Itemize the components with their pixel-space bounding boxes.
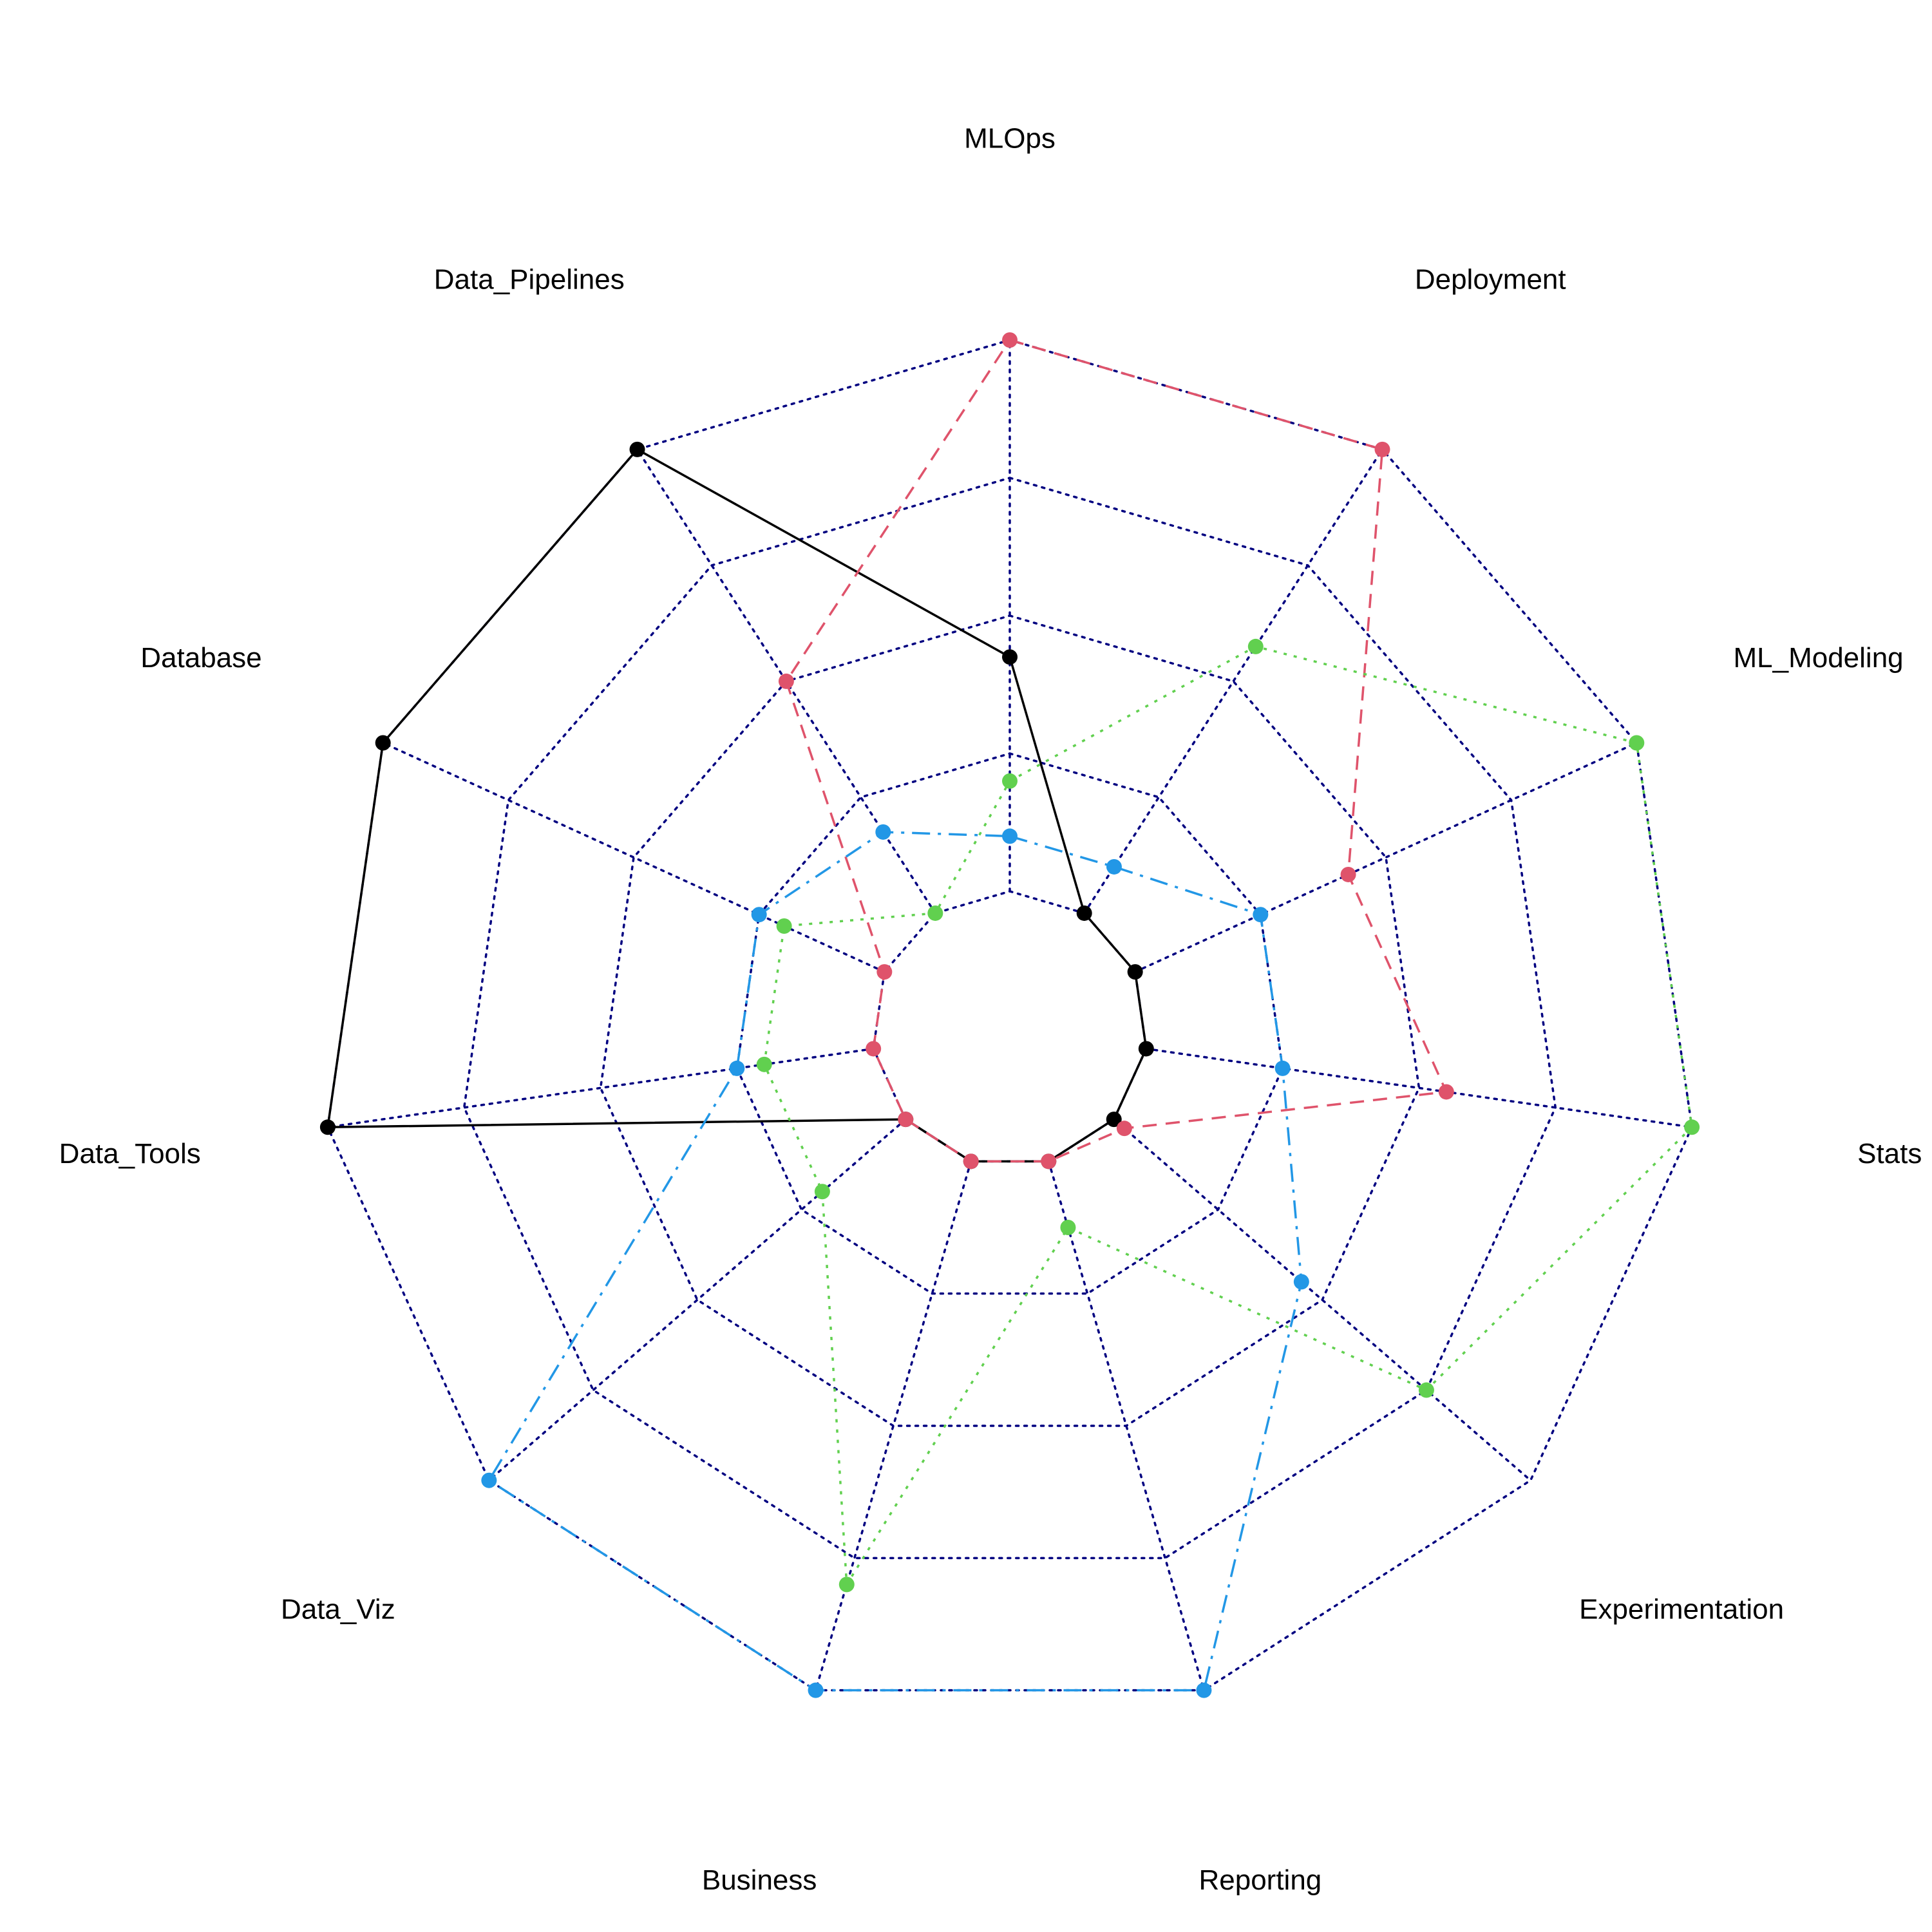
- axis-label-layer: MLOps Deployment ML_Modeling Stats Experimen…: [59, 122, 1922, 1896]
- grid-spoke-5: [1047, 1160, 1206, 1692]
- series-3-point-business: [808, 1682, 824, 1698]
- series-2-point-business: [838, 1577, 855, 1593]
- grid-spoke-7: [488, 1118, 907, 1482]
- series-2-point-ml_modeling: [1629, 735, 1645, 751]
- grid-ring-1: [872, 890, 1148, 1163]
- series-layer: [319, 332, 1700, 1698]
- series-3-point-data_tools: [729, 1060, 745, 1076]
- grid-spoke-8: [327, 1047, 875, 1129]
- axis-label-business: Business: [702, 1864, 817, 1896]
- series-1-point-data_pipelines: [778, 673, 794, 689]
- series-1-point-database: [876, 964, 893, 980]
- series-1-point-data_tools: [866, 1041, 882, 1057]
- grid-ring-5: [327, 339, 1693, 1692]
- series-3-point-data_viz: [481, 1472, 497, 1488]
- series-1-line: [785, 339, 1448, 1163]
- series-3-point-database: [751, 907, 767, 923]
- series-3-point-experimentation: [1293, 1274, 1309, 1290]
- grid-spoke-9: [381, 741, 886, 973]
- axis-label-experimentation: Experimentation: [1579, 1594, 1784, 1625]
- axis-label-deployment: Deployment: [1415, 263, 1566, 295]
- axis-label-data-viz: Data_Viz: [281, 1594, 395, 1625]
- series-2-point-mlops: [1002, 773, 1018, 789]
- series-3-point-stats: [1274, 1060, 1291, 1076]
- axis-label-stats: Stats: [1857, 1138, 1922, 1170]
- series-1-point-business: [963, 1153, 979, 1170]
- series-3-point-deployment: [1106, 858, 1122, 875]
- series-3-point-mlops: [1002, 828, 1018, 844]
- series-0-point-ml_modeling: [1127, 964, 1143, 980]
- series-1-point-ml_modeling: [1340, 866, 1356, 882]
- series-1-point-reporting: [1041, 1153, 1057, 1170]
- series-3-line: [488, 831, 1303, 1692]
- series-0-point-data_tools: [319, 1119, 336, 1135]
- series-0-point-experimentation: [1106, 1112, 1122, 1128]
- grid-spoke-1: [1083, 448, 1384, 914]
- series-2-point-data_pipelines: [927, 905, 943, 921]
- series-0-line: [327, 448, 1148, 1163]
- grid-spoke-6: [814, 1160, 972, 1692]
- series-0-point-mlops: [1002, 649, 1018, 665]
- series-1-point-stats: [1438, 1084, 1454, 1100]
- axis-label-data-tools: Data_Tools: [59, 1138, 201, 1170]
- series-1-point-deployment: [1374, 441, 1390, 457]
- axis-label-reporting: Reporting: [1198, 1864, 1321, 1896]
- series-2-point-reporting: [1060, 1219, 1076, 1235]
- series-2-point-data_tools: [756, 1056, 772, 1072]
- series-1-point-data_viz: [898, 1112, 914, 1128]
- series-2-point-data_viz: [814, 1184, 830, 1200]
- grid-ring-3: [599, 614, 1421, 1427]
- grid-ring-4: [462, 477, 1557, 1560]
- series-0-point-stats: [1138, 1041, 1154, 1057]
- series-2-line: [762, 645, 1693, 1586]
- series-0-point-data_pipelines: [629, 441, 645, 457]
- series-0-point-deployment: [1076, 905, 1092, 921]
- grid-spoke-2: [1133, 741, 1638, 973]
- grid-ring-2: [735, 752, 1284, 1295]
- series-1-point-experimentation: [1116, 1121, 1132, 1137]
- axis-label-data-pipelines: Data_Pipelines: [434, 263, 625, 295]
- grid-spoke-3: [1145, 1047, 1693, 1129]
- series-2-point-deployment: [1247, 638, 1264, 654]
- series-2-point-experimentation: [1418, 1382, 1434, 1398]
- series-3-point-ml_modeling: [1253, 907, 1269, 923]
- grid-spoke-4: [1112, 1118, 1532, 1482]
- series-2-point-database: [776, 918, 792, 934]
- grid-layer: [327, 339, 1693, 1692]
- axis-label-database: Database: [140, 642, 261, 674]
- series-3-point-data_pipelines: [875, 824, 891, 840]
- series-2-point-stats: [1684, 1119, 1700, 1135]
- series-1-point-mlops: [1002, 332, 1018, 348]
- axis-label-ml-modeling: ML_Modeling: [1733, 642, 1903, 674]
- series-3-point-reporting: [1196, 1682, 1212, 1698]
- series-0-point-database: [375, 735, 391, 751]
- axis-label-mlops: MLOps: [964, 122, 1056, 154]
